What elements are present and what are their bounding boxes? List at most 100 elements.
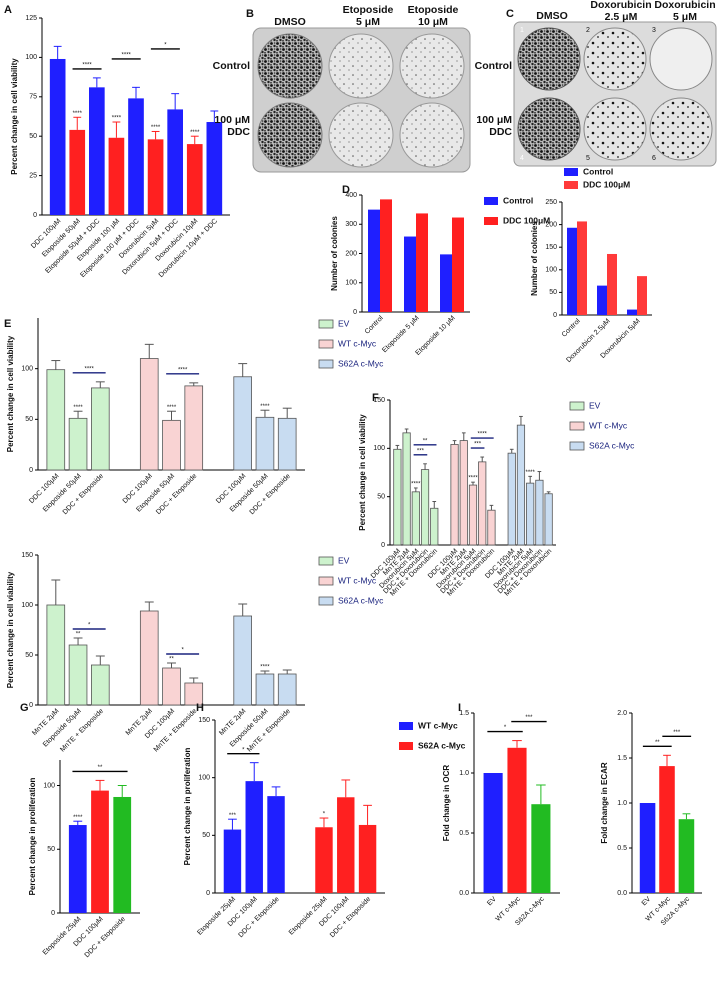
legend-swatch bbox=[318, 556, 334, 566]
significance-label: **** bbox=[526, 470, 536, 476]
bar bbox=[113, 796, 132, 913]
bar bbox=[128, 98, 144, 215]
y-axis-label: Number of colonies bbox=[530, 221, 539, 296]
y-tick-label: 400 bbox=[345, 192, 357, 199]
bar bbox=[267, 796, 285, 893]
well-number: 1 bbox=[520, 27, 524, 34]
well-number: 5 bbox=[586, 155, 590, 162]
significance-label: ** bbox=[76, 632, 81, 638]
error-bar bbox=[432, 501, 437, 509]
bar bbox=[380, 199, 392, 312]
legend-swatch bbox=[564, 181, 578, 189]
plate-image-c: 1 2 3 4 5 6 bbox=[513, 21, 717, 167]
bar bbox=[459, 440, 468, 546]
bar bbox=[108, 137, 125, 215]
y-tick-label: 50 bbox=[377, 494, 385, 501]
error-bar bbox=[536, 784, 546, 805]
x-tick-label: DDC + Etoposide bbox=[62, 473, 105, 516]
column-label: Etoposide 5 μM bbox=[342, 4, 394, 28]
y-tick-label: 250 bbox=[545, 199, 557, 206]
legend-swatch bbox=[318, 596, 334, 606]
error-bar bbox=[413, 487, 418, 492]
error-bar bbox=[51, 579, 61, 605]
y-tick-label: 150 bbox=[545, 244, 557, 251]
significance-label: **** bbox=[411, 482, 421, 488]
y-tick-label: 100 bbox=[373, 445, 385, 452]
y-tick-label: 300 bbox=[345, 221, 357, 228]
significance-label: **** bbox=[178, 367, 188, 373]
legend-swatch bbox=[399, 722, 413, 730]
error-bar bbox=[282, 669, 292, 674]
panel-letter: A bbox=[4, 4, 12, 16]
error-bar bbox=[112, 121, 121, 138]
error-bar bbox=[228, 818, 237, 830]
y-tick-label: 1.5 bbox=[617, 755, 627, 762]
x-tick-label: Etoposide 25μM bbox=[196, 896, 237, 937]
bar bbox=[487, 509, 496, 546]
significance-label: * bbox=[181, 648, 184, 654]
bar bbox=[49, 58, 66, 216]
y-tick-label: 100 bbox=[545, 267, 557, 274]
error-bar bbox=[117, 785, 127, 797]
bar bbox=[468, 484, 478, 546]
error-bar bbox=[95, 779, 105, 791]
y-axis-label: Percent change in cell viability bbox=[358, 414, 367, 531]
well-number: 2 bbox=[586, 27, 590, 34]
significance-label: **** bbox=[478, 432, 488, 438]
error-bar bbox=[189, 382, 199, 386]
legend-swatch bbox=[569, 401, 585, 411]
error-bar bbox=[537, 471, 542, 481]
bar bbox=[337, 797, 355, 893]
legend-label: S62A c-Myc bbox=[418, 740, 466, 750]
bar bbox=[245, 781, 263, 893]
bar bbox=[393, 448, 402, 546]
y-tick-label: 2.0 bbox=[617, 710, 627, 717]
y-tick-label: 0 bbox=[33, 212, 37, 219]
legend-label: S62A c-Myc bbox=[589, 440, 635, 450]
y-tick-label: 150 bbox=[373, 397, 385, 404]
error-bar bbox=[423, 463, 427, 470]
y-tick-label: 0 bbox=[553, 312, 557, 319]
y-tick-label: 0.5 bbox=[459, 830, 469, 837]
y-tick-label: 0 bbox=[206, 890, 210, 897]
y-axis-label: Fold change in ECAR bbox=[600, 762, 609, 844]
bar bbox=[440, 254, 452, 312]
y-tick-label: 1.0 bbox=[459, 770, 469, 777]
error-bar bbox=[404, 428, 409, 433]
row-label: 100 μM DDC bbox=[214, 114, 250, 138]
y-tick-label: 100 bbox=[25, 54, 37, 61]
legend-label: EV bbox=[338, 555, 350, 565]
bar bbox=[607, 253, 617, 315]
error-bar bbox=[171, 93, 180, 110]
legend-label: EV bbox=[589, 400, 601, 410]
bar bbox=[91, 790, 109, 913]
x-tick-label: Etoposide 50μM bbox=[229, 473, 270, 514]
y-axis-label: Percent change in cell viability bbox=[6, 571, 15, 688]
legend-label: DDC 100μM bbox=[503, 215, 550, 225]
error-bar bbox=[271, 786, 281, 797]
error-bar bbox=[480, 456, 485, 462]
bar bbox=[411, 491, 420, 546]
bar bbox=[68, 417, 88, 471]
y-tick-label: 150 bbox=[21, 552, 33, 559]
significance-label: **** bbox=[82, 62, 92, 68]
y-axis-label: Percent change in cell viability bbox=[10, 58, 19, 175]
x-tick-label: Etoposide 25μM bbox=[288, 896, 329, 937]
bar bbox=[358, 824, 377, 893]
error-bar bbox=[528, 475, 533, 484]
error-bar bbox=[282, 407, 292, 419]
significance-label: * bbox=[242, 747, 245, 753]
significance-label: **** bbox=[151, 125, 161, 131]
bar bbox=[167, 109, 183, 215]
bar bbox=[627, 309, 637, 315]
y-tick-label: 50 bbox=[549, 289, 557, 296]
legend-swatch bbox=[569, 441, 585, 451]
x-tick-label: DDC + Etoposide bbox=[84, 916, 127, 959]
bar bbox=[206, 122, 223, 215]
y-tick-label: 25 bbox=[29, 172, 37, 179]
legend-swatch bbox=[564, 168, 578, 176]
significance-label: **** bbox=[190, 130, 200, 136]
bar bbox=[46, 604, 66, 706]
significance-label: **** bbox=[260, 404, 270, 410]
